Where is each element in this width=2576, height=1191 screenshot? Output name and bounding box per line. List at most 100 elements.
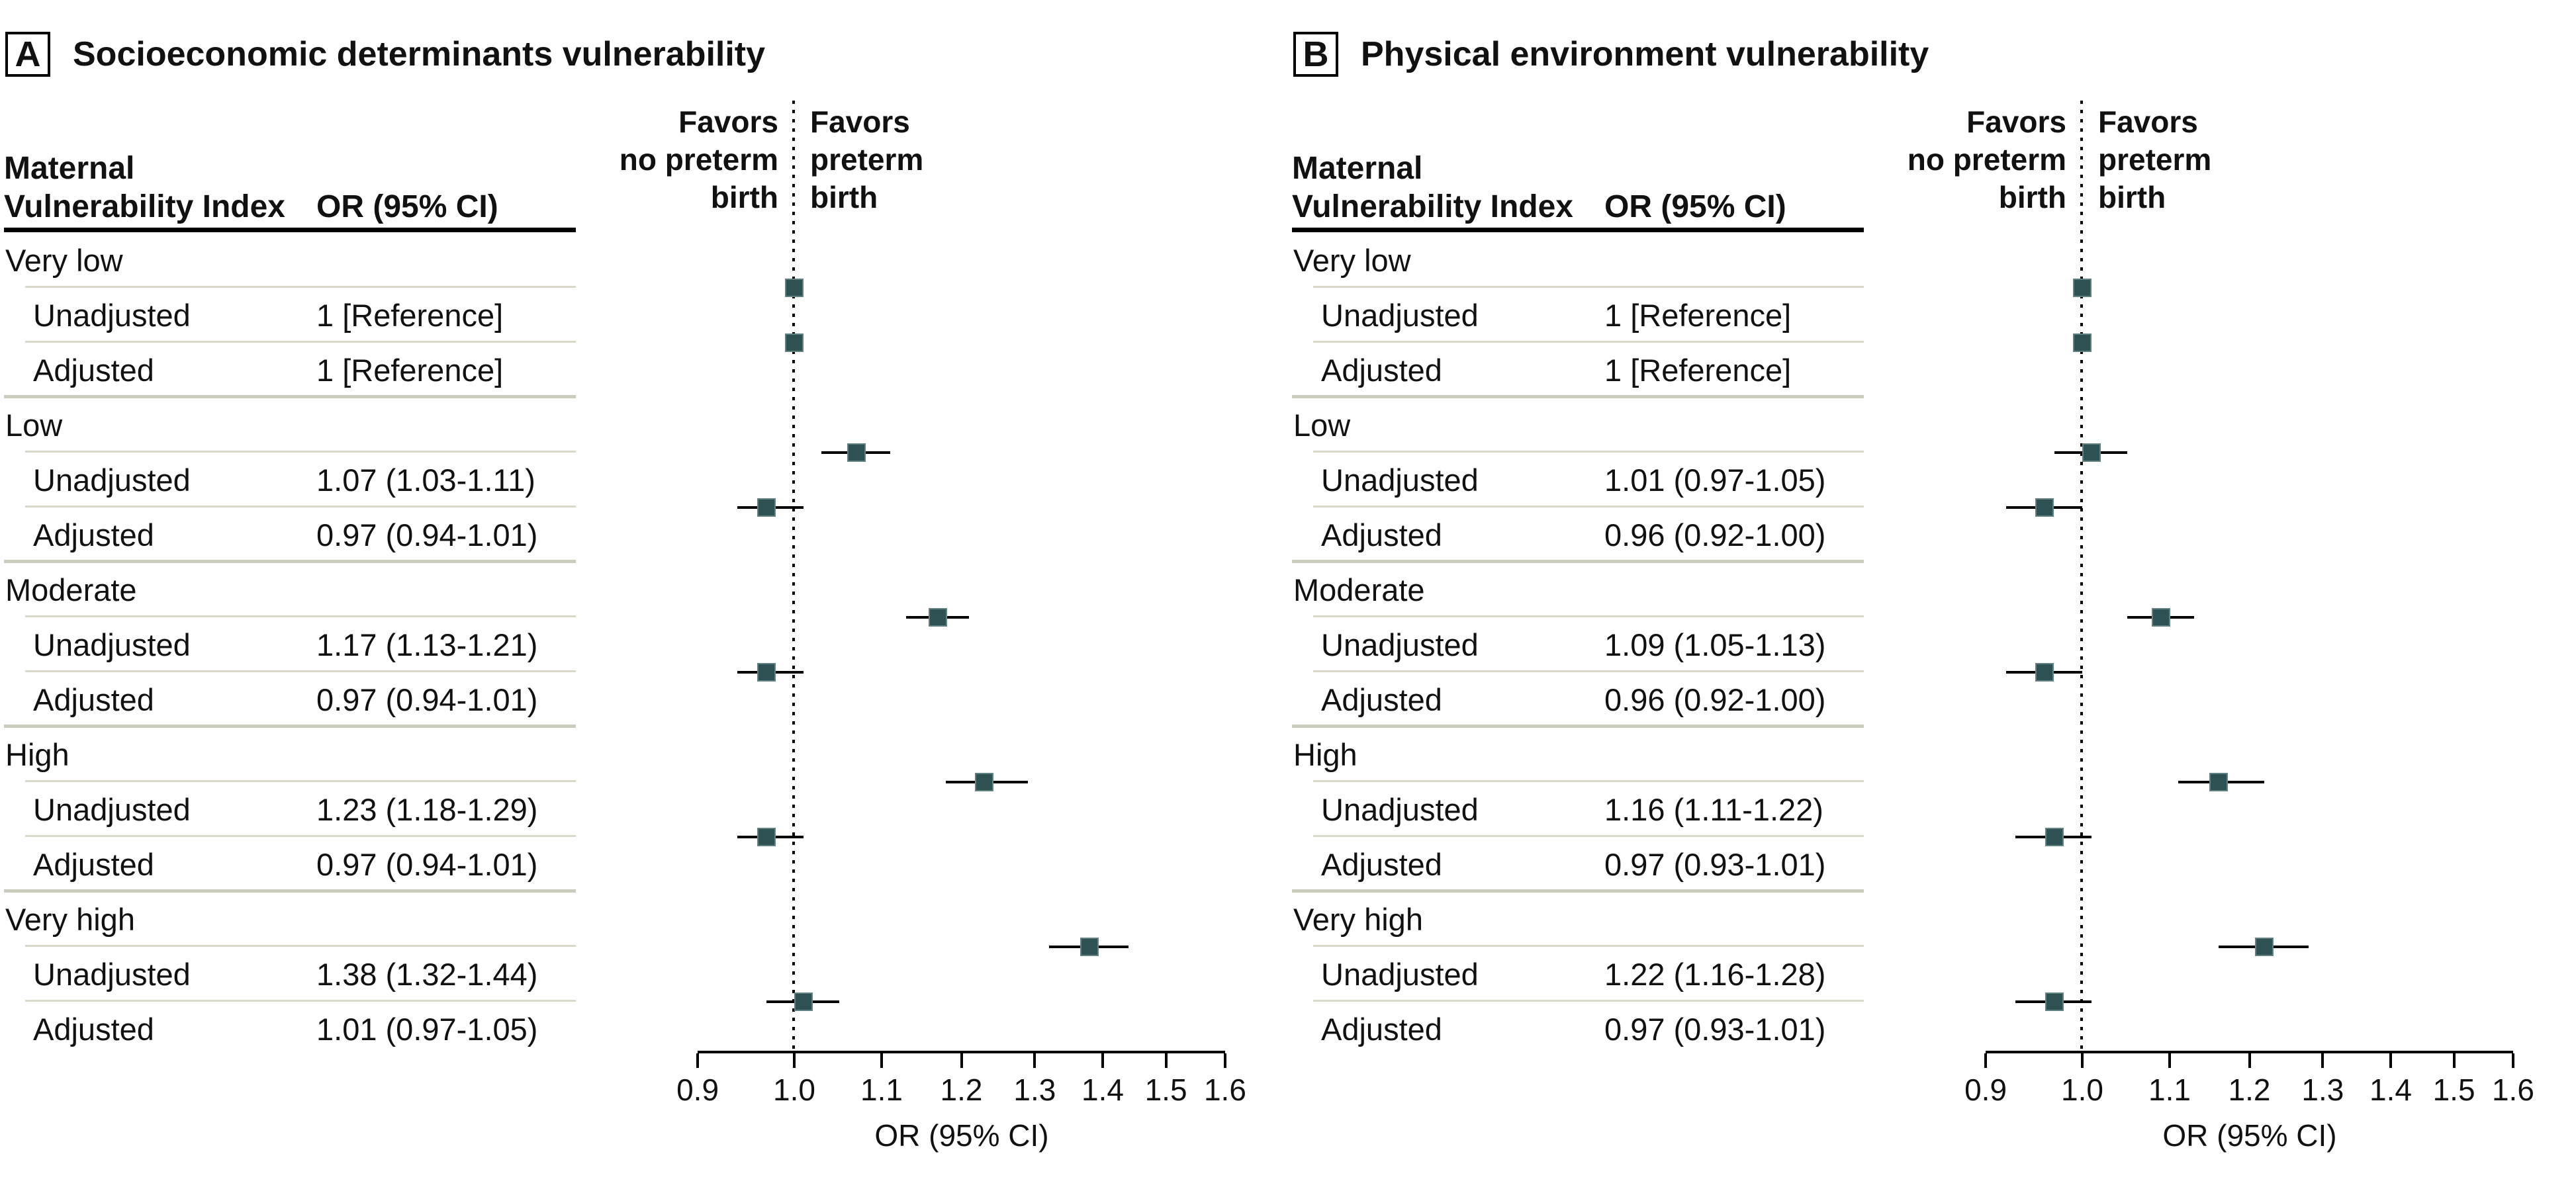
row-or-value: 0.97 (0.94-1.01) [316, 517, 538, 552]
x-axis-tick-label: 1.5 [1144, 1073, 1187, 1107]
forest-marker [1080, 938, 1099, 956]
table-row: Unadjusted 1.22 (1.16-1.28) [1292, 947, 1864, 1002]
x-axis-tick [2389, 1053, 2392, 1068]
forest-marker [847, 443, 866, 462]
table-group-row: Low [4, 398, 576, 453]
x-axis-tick-label: 1.5 [2432, 1073, 2475, 1107]
x-axis-tick-label: 1.1 [2148, 1073, 2191, 1107]
table-row: Unadjusted 1.23 (1.18-1.29) [4, 782, 576, 837]
x-axis-tick [2452, 1053, 2456, 1068]
row-or-value: 1 [Reference] [1604, 298, 1792, 333]
row-label: Unadjusted [33, 957, 191, 992]
x-axis-tick-label: 1.4 [2369, 1073, 2412, 1107]
panel-a-title-row: A Socioeconomic determinants vulnerabili… [5, 32, 765, 77]
row-label: Unadjusted [1321, 792, 1479, 827]
table-header-or: OR (95% CI) [316, 189, 498, 224]
row-divider-line [1313, 1000, 1864, 1002]
row-or-value: 1.38 (1.32-1.44) [316, 957, 538, 992]
table-header-index: Maternal Vulnerability Index [1292, 150, 1573, 226]
x-axis-tick [2248, 1053, 2251, 1068]
x-axis-tick-label: 1.0 [773, 1073, 815, 1107]
x-axis-tick-label: 1.4 [1081, 1073, 1124, 1107]
table-row: Adjusted 0.96 (0.92-1.00) [1292, 672, 1864, 728]
group-divider-line [4, 725, 576, 728]
panel-a-key: A [5, 32, 50, 77]
table-row: Adjusted 1.01 (0.97-1.05) [4, 1002, 576, 1057]
table-row: Unadjusted 1.01 (0.97-1.05) [1292, 453, 1864, 507]
table-group-row: Moderate [1292, 562, 1864, 617]
group-label: Very high [5, 902, 135, 937]
panel-socioeconomic: A Socioeconomic determinants vulnerabili… [4, 32, 1246, 1153]
table-header-index: Maternal Vulnerability Index [4, 150, 285, 226]
x-axis-tick-label: 1.3 [2301, 1073, 2344, 1107]
row-or-value: 0.97 (0.94-1.01) [316, 847, 538, 882]
x-axis-tick [1223, 1053, 1226, 1068]
x-axis-tick-label: 1.2 [940, 1073, 983, 1107]
group-divider-line [4, 395, 576, 398]
x-axis-tick [960, 1053, 963, 1068]
table-row: Unadjusted 1 [Reference] [1292, 288, 1864, 343]
reference-line [792, 101, 795, 1052]
row-label: Unadjusted [33, 463, 191, 498]
group-divider-line [4, 560, 576, 563]
row-divider-line [25, 670, 576, 672]
row-divider-line [1313, 780, 1864, 782]
panel-b-title-row: B Physical environment vulnerability [1293, 32, 1929, 77]
row-or-value: 1.01 (0.97-1.05) [1604, 463, 1826, 498]
x-axis-tick-label: 0.9 [1964, 1073, 2007, 1107]
x-axis-tick [2321, 1053, 2324, 1068]
table-row: Adjusted 0.97 (0.94-1.01) [4, 507, 576, 563]
forest-marker [2045, 992, 2064, 1011]
row-or-value: 1.17 (1.13-1.21) [316, 627, 538, 662]
x-axis-line [1986, 1051, 2513, 1053]
x-axis-tick [1101, 1053, 1104, 1068]
table-group-row: Very high [4, 892, 576, 947]
table-row: Adjusted 0.97 (0.94-1.01) [4, 837, 576, 893]
x-axis-tick [1164, 1053, 1168, 1068]
x-axis-tick-label: 0.9 [676, 1073, 719, 1107]
row-or-value: 1.07 (1.03-1.11) [316, 463, 535, 498]
table-row: Adjusted 0.97 (0.93-1.01) [1292, 837, 1864, 893]
forest-marker [974, 773, 993, 791]
x-axis-tick [793, 1053, 796, 1068]
x-axis-tick [1984, 1053, 1988, 1068]
row-label: Unadjusted [33, 792, 191, 827]
row-label: Unadjusted [1321, 463, 1479, 498]
x-axis-tick [2168, 1053, 2171, 1068]
x-axis-tick-label: 1.1 [860, 1073, 903, 1107]
forest-marker [2035, 498, 2054, 517]
forest-marker [2035, 663, 2054, 682]
forest-marker [794, 992, 813, 1011]
x-axis-title: OR (95% CI) [2162, 1118, 2337, 1153]
row-label: Adjusted [33, 517, 154, 552]
x-axis-line [698, 1051, 1225, 1053]
row-divider-line [1313, 945, 1864, 947]
table-row: Unadjusted 1.38 (1.32-1.44) [4, 947, 576, 1002]
row-divider-line [25, 506, 576, 507]
row-divider-line [25, 945, 576, 947]
row-label: Unadjusted [33, 627, 191, 662]
row-label: Unadjusted [1321, 957, 1479, 992]
row-divider-line [25, 286, 576, 288]
table-row: Unadjusted 1 [Reference] [4, 288, 576, 343]
group-divider-line [1292, 725, 1864, 728]
row-divider-line [25, 1000, 576, 1002]
row-label: Adjusted [1321, 847, 1442, 882]
row-or-value: 0.96 (0.92-1.00) [1604, 517, 1826, 552]
forest-marker [757, 828, 776, 846]
forest-marker [2209, 773, 2228, 791]
row-label: Adjusted [33, 682, 154, 717]
row-divider-line [1313, 341, 1864, 343]
row-divider-line [1313, 451, 1864, 453]
group-label: High [5, 737, 69, 772]
row-label: Adjusted [1321, 1012, 1442, 1047]
row-label: Adjusted [33, 1012, 154, 1047]
forest-marker [2152, 608, 2171, 627]
forest-marker [2082, 443, 2101, 462]
table-row: Adjusted 1 [Reference] [1292, 343, 1864, 398]
x-axis-tick-label: 1.2 [2228, 1073, 2271, 1107]
forest-marker [785, 333, 804, 352]
row-divider-line [1313, 506, 1864, 507]
row-label: Adjusted [1321, 682, 1442, 717]
